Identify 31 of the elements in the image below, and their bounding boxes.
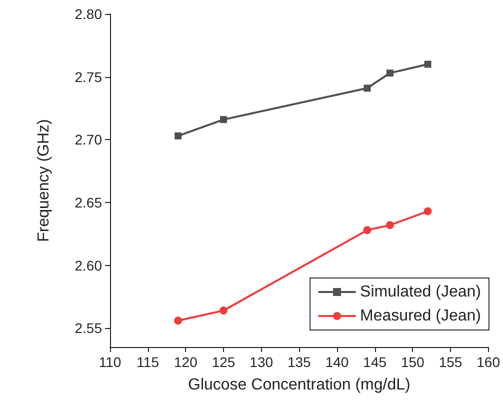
point: [424, 60, 432, 68]
y-tick-label: 2.70: [74, 132, 102, 148]
y-tick-label: 2.80: [74, 6, 102, 22]
x-tick-label: 140: [325, 354, 349, 370]
y-tick-label: 2.65: [74, 194, 102, 210]
point: [220, 116, 227, 124]
point: [386, 221, 394, 230]
point: [220, 306, 228, 315]
legend-label: Measured (Jean): [360, 308, 482, 324]
x-axis-title: Glucose Concentration (mg/dL): [188, 376, 410, 394]
x-tick-label: 135: [287, 354, 312, 370]
x-tick-label: 130: [250, 354, 274, 370]
x-tick-label: 160: [476, 354, 500, 370]
x-tick-label: 120: [174, 354, 198, 370]
y-tick-label: 2.60: [74, 257, 102, 274]
point: [363, 226, 372, 234]
y-tick-label: 2.75: [74, 68, 102, 85]
x-tick-label: 110: [98, 354, 122, 370]
x-tick-label: 155: [438, 354, 462, 370]
point: [364, 84, 371, 92]
x-tick-label: 145: [363, 354, 387, 370]
x-tick-label: 125: [212, 354, 236, 370]
point: [174, 316, 182, 325]
y-axis-title: Frequency (GHz): [36, 119, 52, 242]
point: [386, 70, 394, 77]
x-tick-label: 150: [400, 354, 425, 370]
legend-label: Simulated (Jean): [360, 284, 482, 300]
point: [174, 132, 182, 140]
x-tick-label: 115: [136, 354, 160, 370]
y-tick-label: 2.55: [74, 320, 102, 336]
point: [424, 207, 432, 216]
